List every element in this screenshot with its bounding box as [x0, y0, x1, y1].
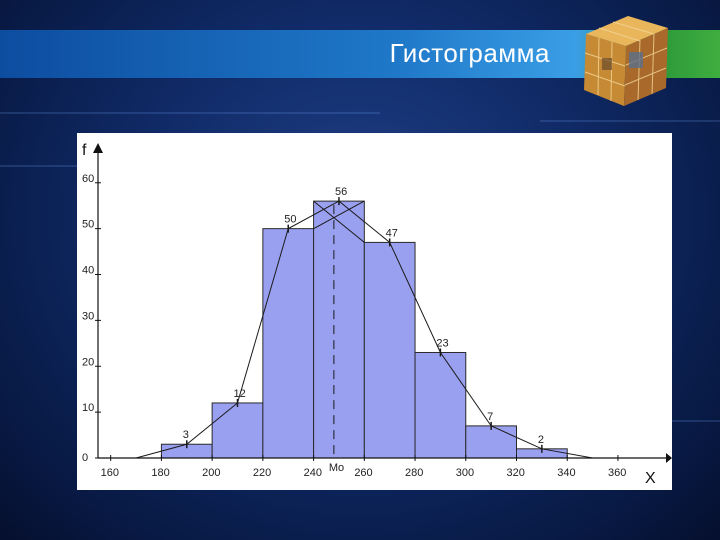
background-streak: [540, 120, 720, 122]
x-tick-label: 340: [557, 467, 575, 479]
y-tick-label: 10: [82, 402, 94, 414]
bar-value-label: 56: [335, 186, 347, 198]
histogram-bar: [414, 351, 467, 459]
y-tick-label: 60: [82, 173, 94, 185]
x-tick-label: 260: [354, 467, 372, 479]
background-streak: [0, 165, 110, 167]
bar-value-label: 50: [284, 214, 296, 226]
x-tick-label: 200: [202, 467, 220, 479]
y-tick-label: 0: [82, 452, 88, 464]
x-tick-label: 280: [405, 467, 423, 479]
y-tick-label: 30: [82, 310, 94, 322]
x-tick-label: 240: [304, 467, 322, 479]
histogram-chart: 3 12 50 56 47 23 7 2 160 180 200 220 240 260 280 300 320…: [77, 133, 672, 490]
bar-value-label: 12: [234, 388, 246, 400]
frequency-polygon: [135, 200, 593, 459]
mode-construction-line: [313, 200, 365, 230]
x-axis-arrow-icon: [666, 453, 672, 463]
background-streak: [0, 112, 380, 114]
histogram-bar: [465, 425, 518, 459]
x-tick-label: 320: [507, 467, 525, 479]
histogram-bar: [262, 228, 315, 459]
y-tick-label: 40: [82, 265, 94, 277]
background-streak: [640, 420, 720, 422]
mode-label: Mo: [329, 462, 344, 474]
bar-value-label: 23: [436, 337, 448, 349]
histogram-bar: [363, 241, 416, 459]
x-axis-label: X: [645, 470, 656, 487]
x-tick-label: 360: [608, 467, 626, 479]
histogram-bar: [211, 402, 264, 459]
y-axis-label: f: [82, 142, 87, 159]
y-tick-label: 50: [82, 219, 94, 231]
x-tick-label: 300: [456, 467, 474, 479]
bar-value-label: 2: [538, 434, 544, 446]
bar-value-label: 47: [386, 227, 398, 239]
y-tick-label: 20: [82, 356, 94, 368]
bar-value-label: 3: [183, 429, 189, 441]
y-axis-arrow-icon: [93, 143, 103, 153]
x-tick-label: 180: [151, 467, 169, 479]
mode-construction-line: [313, 200, 365, 243]
cube-logo-icon: [578, 12, 672, 108]
x-tick-label: 160: [101, 467, 119, 479]
slide-title: Гистограмма: [389, 38, 550, 68]
bar-value-label: 7: [487, 411, 493, 423]
x-tick-label: 220: [253, 467, 271, 479]
histogram-bar: [313, 200, 365, 459]
